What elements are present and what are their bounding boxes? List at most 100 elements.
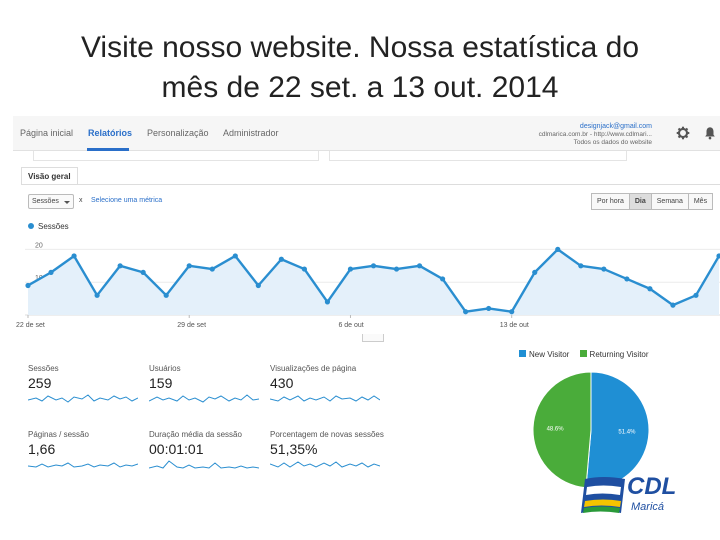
x-tick-label: 29 de set (177, 322, 206, 329)
analytics-screenshot: Página inicial Relatórios Personalização… (13, 116, 720, 494)
stat-label: Porcentagem de novas sessões (270, 430, 384, 439)
new-visitor-swatch (519, 350, 526, 357)
stat-visualizacoes: Visualizações de página 430 (270, 364, 385, 406)
bell-icon[interactable] (703, 126, 717, 140)
stat-label: Duração média da sessão (149, 430, 242, 439)
collapsed-panel-left (33, 151, 319, 161)
stat-value: 259 (28, 375, 52, 391)
chart-collapse-handle[interactable] (362, 334, 384, 342)
active-tab-indicator (87, 148, 129, 151)
data-point (693, 292, 699, 298)
stat-novas-sessoes: Porcentagem de novas sessões 51,35% (270, 430, 385, 472)
stat-usuarios: Usuários 159 (149, 364, 264, 406)
stat-label: Visualizações de página (270, 364, 357, 373)
data-point (393, 266, 400, 272)
account-selector[interactable]: designjack@gmail.com cdlmarica.com.br - … (539, 123, 652, 147)
collapsed-panels (13, 151, 720, 163)
pie-slice-returning-visitor (532, 371, 592, 489)
data-point (255, 282, 261, 289)
account-email: designjack@gmail.com (579, 123, 652, 130)
tab-visao-geral[interactable]: Visão geral (21, 167, 78, 185)
stat-value: 1,66 (28, 441, 56, 457)
period-month-button[interactable]: Mês (687, 193, 714, 210)
sparkline (28, 394, 138, 403)
data-point (624, 276, 630, 282)
data-point (278, 256, 284, 262)
slide-title-line-1: Visite nosso website. Nossa estatística … (80, 31, 640, 64)
sparkline (270, 461, 380, 468)
y-tick-label: 20 (35, 242, 43, 249)
data-point (716, 253, 720, 259)
data-point (324, 299, 331, 305)
metric-dropdown[interactable]: Sessões (28, 194, 74, 209)
data-point (48, 269, 54, 275)
nav-relatorios[interactable]: Relatórios (88, 128, 133, 138)
period-hour-button[interactable]: Por hora (591, 193, 630, 210)
pie-legend: New Visitor Returning Visitor (519, 350, 649, 359)
cdl-marica-logo: CDL Maricá (581, 473, 681, 517)
pie-slice-label: 48.6% (547, 426, 565, 432)
sparkline (28, 462, 138, 468)
tab-divider (21, 184, 720, 185)
x-tick-label: 13 de out (500, 322, 529, 329)
data-point (647, 286, 653, 292)
visitor-pie-chart: 51.4% 48.6% (532, 371, 650, 489)
account-property: cdlmarica.com.br - http://www.cdlmari... (538, 131, 652, 138)
period-week-button[interactable]: Semana (650, 193, 689, 210)
gear-icon[interactable] (676, 126, 690, 140)
data-point (463, 309, 469, 315)
legend-new-visitor: New Visitor (529, 350, 570, 359)
data-point (555, 246, 561, 252)
x-tick-label: 22 de set (16, 322, 45, 329)
stat-label: Páginas / sessão (28, 430, 89, 439)
data-point (163, 292, 169, 298)
data-point (117, 263, 123, 269)
logo-text: CDL (627, 473, 677, 500)
data-point (232, 253, 238, 259)
stat-label: Sessões (28, 364, 59, 373)
stat-paginas-sessao: Páginas / sessão 1,66 (28, 430, 143, 472)
data-point (25, 282, 31, 289)
logo-city: Maricá (631, 501, 665, 513)
period-day-button[interactable]: Dia (628, 193, 652, 210)
sparkline (149, 460, 259, 469)
slide-title-line-2: mês de 22 set. a 13 out. 2014 (161, 71, 559, 104)
stat-sessoes: Sessões 259 (28, 364, 143, 406)
nav-administrador[interactable]: Administrador (223, 128, 279, 138)
data-point (578, 263, 584, 269)
data-point (301, 266, 307, 272)
nav-pagina-inicial[interactable]: Página inicial (20, 128, 74, 138)
data-point (440, 276, 446, 282)
metric-dropdown-value: Sessões (32, 198, 59, 205)
data-point (209, 266, 215, 272)
legend-returning-visitor: Returning Visitor (589, 350, 649, 359)
returning-visitor-swatch (579, 350, 587, 357)
chart-legend: Sessões (28, 222, 69, 231)
data-point (601, 266, 607, 272)
remove-metric-button[interactable]: x (79, 197, 83, 204)
period-selector: Por hora Dia Semana Mês (591, 193, 714, 210)
data-point (416, 263, 423, 269)
chevron-down-icon (64, 201, 70, 204)
legend-sessoes-label: Sessões (38, 222, 69, 231)
data-point (94, 292, 100, 298)
nav-personalizacao[interactable]: Personalização (147, 128, 209, 138)
top-navigation: Página inicial Relatórios Personalização… (13, 116, 720, 151)
data-point (509, 309, 515, 315)
slide-title: Visite nosso website. Nossa estatística … (0, 28, 720, 108)
stat-value: 430 (270, 375, 294, 391)
account-view: Todos os dados do website (573, 139, 652, 146)
cdl-flag-logo-icon (581, 477, 625, 513)
collapsed-panel-right (329, 151, 627, 161)
select-metric-link[interactable]: Selecione uma métrica (91, 197, 163, 204)
data-point (370, 263, 377, 269)
series-area (28, 249, 719, 315)
pie-slice-label: 51.4% (618, 430, 636, 436)
sparkline (149, 394, 259, 403)
sparkline (270, 395, 380, 402)
stat-value: 159 (149, 375, 173, 391)
data-point (71, 253, 77, 259)
stat-label: Usuários (149, 364, 181, 373)
data-point (486, 305, 492, 312)
